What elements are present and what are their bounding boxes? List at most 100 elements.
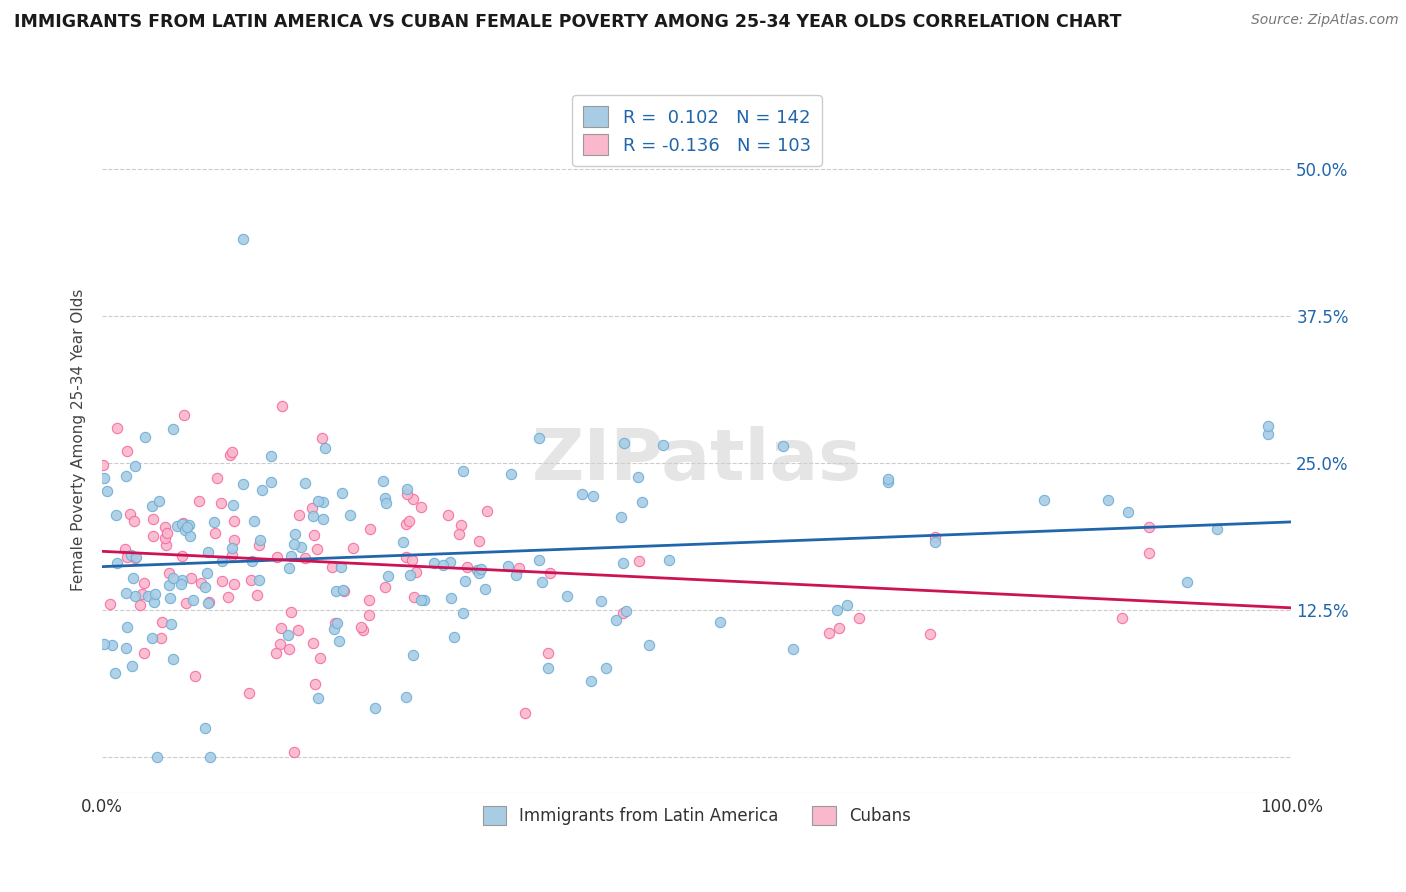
Point [453, 607, 475, 621]
Point [134, 430, 156, 444]
Point [120, 549, 142, 563]
Point [224, 533, 246, 548]
Point [202, 515, 225, 529]
Point [238, 686, 260, 700]
Point [924, 530, 946, 544]
Point [1257, 426, 1279, 441]
Point [246, 589, 269, 603]
Point [104, 665, 127, 680]
Point [250, 483, 273, 498]
Point [631, 495, 654, 509]
Point [782, 641, 804, 656]
Point [145, 750, 167, 764]
Point [266, 550, 288, 565]
Y-axis label: Female Poverty Among 25-34 Year Olds: Female Poverty Among 25-34 Year Olds [72, 288, 86, 591]
Point [342, 541, 364, 556]
Point [610, 510, 633, 524]
Point [96, 483, 118, 498]
Point [260, 449, 283, 463]
Point [301, 501, 323, 516]
Point [115, 620, 138, 634]
Point [172, 516, 194, 530]
Point [818, 626, 841, 640]
Point [240, 574, 263, 588]
Point [221, 498, 243, 512]
Point [527, 431, 550, 445]
Point [172, 549, 194, 564]
Point [138, 589, 160, 603]
Point [141, 500, 163, 514]
Point [555, 589, 578, 603]
Point [247, 574, 270, 588]
Point [1116, 505, 1139, 519]
Legend: Immigrants from Latin America, Cubans: Immigrants from Latin America, Cubans [474, 797, 920, 834]
Point [1257, 418, 1279, 433]
Point [332, 582, 354, 597]
Point [124, 589, 146, 603]
Point [395, 487, 418, 501]
Point [187, 493, 209, 508]
Point [1137, 546, 1160, 560]
Text: Source: ZipAtlas.com: Source: ZipAtlas.com [1251, 13, 1399, 28]
Point [451, 464, 474, 478]
Point [270, 621, 292, 635]
Point [149, 631, 172, 645]
Point [153, 520, 176, 534]
Point [527, 552, 550, 566]
Point [153, 531, 176, 545]
Point [221, 541, 243, 555]
Point [294, 550, 316, 565]
Point [170, 516, 193, 531]
Point [312, 512, 335, 526]
Point [100, 638, 122, 652]
Point [591, 594, 613, 608]
Point [614, 604, 637, 618]
Point [772, 439, 794, 453]
Point [117, 444, 139, 458]
Point [195, 566, 218, 580]
Point [105, 557, 128, 571]
Point [709, 615, 731, 629]
Text: ZIPatlas: ZIPatlas [531, 426, 862, 495]
Point [159, 591, 181, 606]
Point [404, 590, 426, 604]
Point [221, 445, 243, 459]
Point [115, 549, 138, 564]
Point [194, 580, 217, 594]
Point [323, 622, 346, 636]
Point [409, 592, 432, 607]
Point [538, 566, 561, 580]
Point [392, 535, 415, 549]
Point [124, 551, 146, 566]
Point [423, 556, 446, 570]
Point [658, 553, 681, 567]
Point [155, 538, 177, 552]
Point [301, 636, 323, 650]
Point [174, 596, 197, 610]
Point [209, 496, 232, 510]
Point [579, 674, 602, 689]
Point [150, 615, 173, 629]
Point [183, 669, 205, 683]
Point [440, 591, 463, 605]
Point [143, 595, 166, 609]
Point [211, 554, 233, 568]
Point [396, 482, 419, 496]
Point [323, 615, 346, 630]
Point [332, 486, 354, 500]
Point [93, 637, 115, 651]
Point [243, 514, 266, 528]
Point [249, 533, 271, 548]
Point [536, 660, 558, 674]
Point [450, 518, 472, 533]
Point [159, 566, 181, 580]
Point [121, 571, 143, 585]
Point [1033, 492, 1056, 507]
Point [269, 637, 291, 651]
Point [326, 615, 349, 630]
Point [280, 606, 302, 620]
Point [307, 541, 329, 556]
Point [304, 677, 326, 691]
Point [218, 448, 240, 462]
Point [359, 607, 381, 622]
